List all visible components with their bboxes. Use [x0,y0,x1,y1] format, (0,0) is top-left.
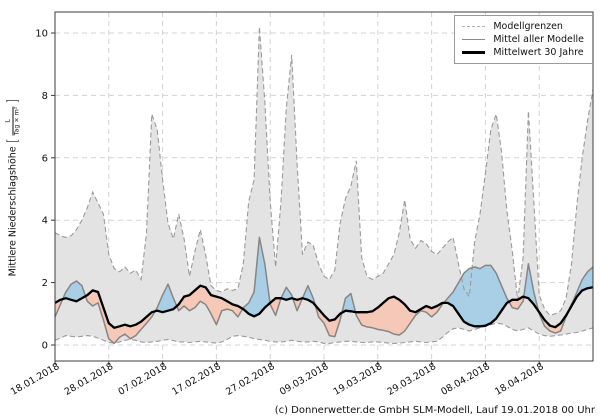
y-axis-label: Mittlere Niederschlagshöhe [ L Tag × m² … [4,13,22,363]
legend: Modellgrenzen Mittel aller Modelle Mitte… [454,15,593,64]
svg-text:2: 2 [42,278,48,289]
series-upper-bound [54,26,594,317]
dashed-line-icon [462,25,486,27]
svg-text:19.03.2018: 19.03.2018 [332,361,385,398]
svg-text:0: 0 [42,341,48,352]
legend-item-30y-mean: Mittelwert 30 Jahre [462,46,584,58]
legend-label: Mittelwert 30 Jahre [493,46,584,58]
svg-text:8: 8 [42,91,48,102]
gray-line-icon [462,38,486,40]
unit-numerator: L [4,119,12,123]
legend-label: Modellgrenzen [493,20,563,32]
svg-text:4: 4 [42,216,48,227]
svg-text:28.01.2018: 28.01.2018 [63,361,116,398]
bracket-open: [ [5,138,21,144]
svg-text:08.04.2018: 08.04.2018 [439,361,492,398]
gridlines [55,12,593,361]
svg-text:6: 6 [42,153,48,164]
svg-text:18.04.2018: 18.04.2018 [493,361,546,398]
svg-text:07.02.2018: 07.02.2018 [116,361,169,398]
x-tick-labels: 18.01.2018 28.01.2018 07.02.2018 17.02.2018… [9,361,546,398]
series-30y-mean [54,284,594,329]
tick-marks [51,32,540,365]
svg-text:29.03.2018: 29.03.2018 [385,361,438,398]
svg-text:17.02.2018: 17.02.2018 [170,361,223,398]
legend-item-model-mean: Mittel aller Modelle [462,33,584,45]
y-axis-label-text: Mittlere Niederschlagshöhe [7,146,19,277]
svg-text:09.03.2018: 09.03.2018 [278,361,331,398]
svg-text:10: 10 [35,29,48,40]
black-line-icon [462,50,486,54]
svg-text:27.02.2018: 27.02.2018 [224,361,277,398]
svg-text:18.01.2018: 18.01.2018 [9,361,62,398]
series-model-mean [54,236,594,345]
legend-label: Mittel aller Modelle [493,33,584,45]
unit-fraction: L Tag × m² [4,106,21,136]
y-tick-labels: 0 2 4 6 8 10 [35,29,48,352]
bracket-close: ] [5,98,21,104]
copyright-footer: (c) Donnerwetter.de GmbH SLM-Modell, Lau… [274,405,595,416]
series-lower-bound [54,322,594,344]
unit-denominator: Tag × m² [12,106,21,136]
legend-item-model-bounds: Modellgrenzen [462,20,584,32]
